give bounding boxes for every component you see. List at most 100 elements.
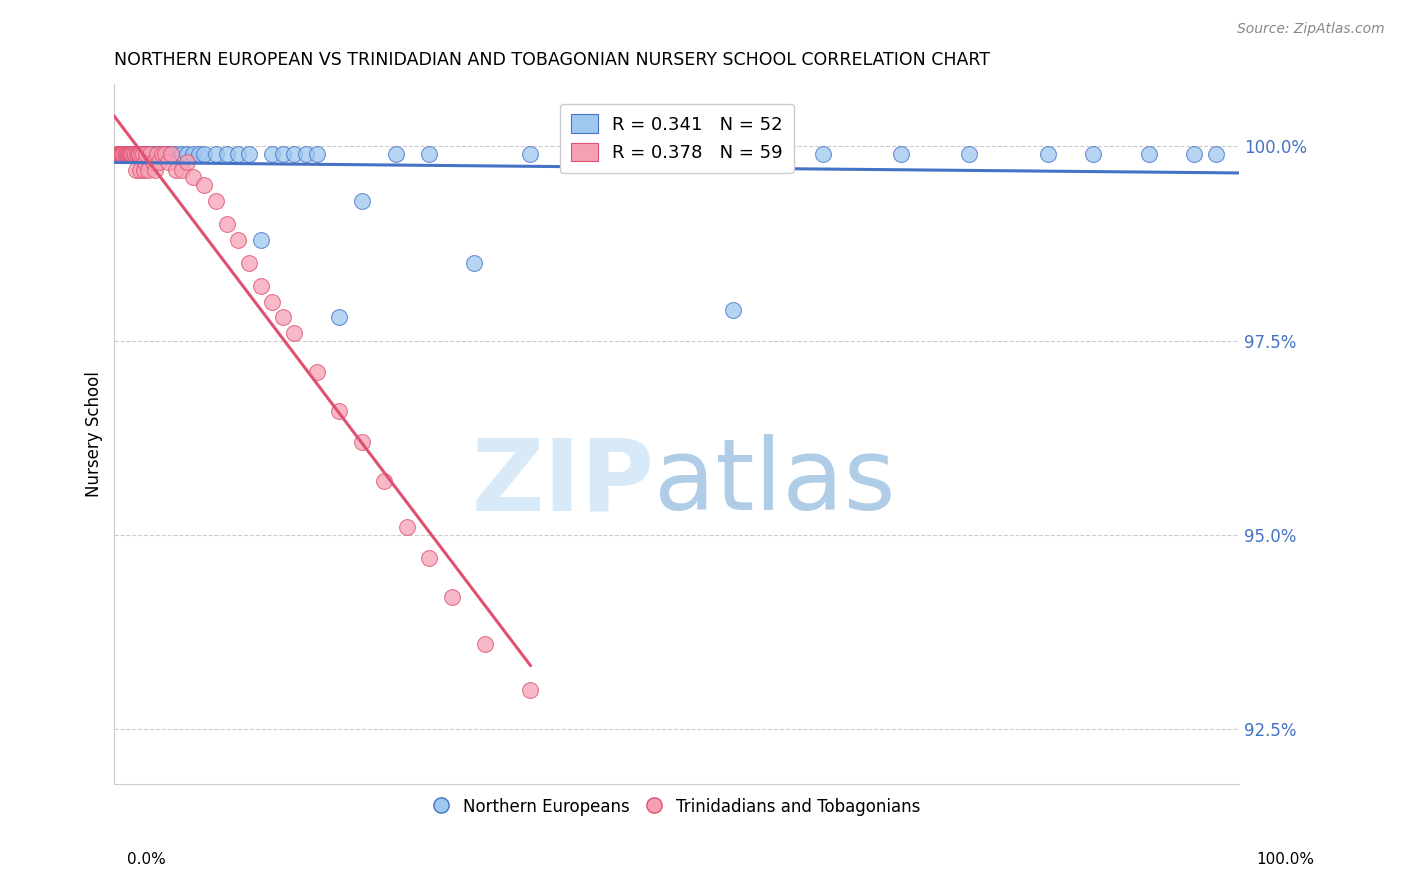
Point (107, 147, 129, 161)
Text: Source: ZipAtlas.com: Source: ZipAtlas.com (1237, 22, 1385, 37)
Point (132, 162, 155, 177)
Point (215, 217, 238, 231)
Point (146, 147, 169, 161)
Point (238, 147, 260, 161)
Point (105, 147, 128, 161)
Point (131, 147, 153, 161)
Point (153, 147, 176, 161)
Point (350, 194, 373, 208)
Point (373, 474, 395, 488)
Point (108, 147, 131, 161)
Point (128, 147, 150, 161)
Point (165, 162, 187, 177)
Point (125, 147, 148, 161)
Point (170, 162, 193, 177)
Point (114, 147, 136, 161)
Text: ZIP: ZIP (471, 434, 654, 532)
Y-axis label: Nursery School: Nursery School (86, 371, 103, 497)
Text: 100.0%: 100.0% (1257, 852, 1315, 867)
Point (124, 147, 146, 161)
Point (204, 194, 226, 208)
Point (125, 147, 148, 161)
Point (249, 279, 271, 293)
Point (463, 256, 485, 270)
Point (135, 147, 157, 161)
Point (187, 147, 209, 161)
Point (283, 326, 305, 340)
Point (519, 147, 541, 161)
Point (146, 147, 169, 161)
Text: 0.0%: 0.0% (127, 852, 166, 867)
Point (157, 147, 180, 161)
Point (384, 147, 406, 161)
Point (418, 551, 440, 566)
Point (115, 147, 138, 161)
Point (125, 162, 148, 177)
Point (721, 302, 744, 317)
Point (193, 147, 215, 161)
Point (305, 365, 328, 379)
Point (139, 147, 162, 161)
Point (141, 147, 163, 161)
Point (120, 147, 142, 161)
Point (181, 170, 204, 185)
Point (135, 147, 157, 161)
Point (440, 590, 463, 604)
Point (176, 154, 198, 169)
Point (114, 147, 136, 161)
Point (136, 162, 159, 177)
Point (193, 178, 215, 193)
Point (283, 147, 305, 161)
Point (305, 147, 328, 161)
Point (120, 147, 142, 161)
Point (108, 147, 131, 161)
Point (350, 434, 373, 449)
Point (215, 147, 238, 161)
Point (124, 147, 146, 161)
Point (294, 147, 316, 161)
Point (176, 147, 198, 161)
Point (120, 147, 142, 161)
Point (519, 683, 541, 698)
Point (395, 520, 418, 534)
Point (117, 147, 139, 161)
Point (131, 147, 153, 161)
Point (143, 162, 166, 177)
Point (1081, 147, 1104, 161)
Point (328, 310, 350, 325)
Point (328, 403, 350, 417)
Point (111, 147, 134, 161)
Point (1036, 147, 1059, 161)
Point (152, 147, 174, 161)
Point (153, 147, 176, 161)
Point (1182, 147, 1205, 161)
Point (110, 147, 132, 161)
Point (136, 147, 159, 161)
Point (117, 147, 139, 161)
Legend: Northern Europeans, Trinidadians and Tobagonians: Northern Europeans, Trinidadians and Tob… (425, 789, 929, 824)
Point (112, 147, 135, 161)
Point (418, 147, 440, 161)
Point (122, 147, 145, 161)
Point (1137, 147, 1160, 161)
Point (249, 233, 271, 247)
Point (148, 154, 170, 169)
Point (157, 154, 180, 169)
Point (114, 147, 136, 161)
Point (811, 147, 834, 161)
Point (131, 147, 153, 161)
Point (271, 147, 294, 161)
Point (226, 147, 249, 161)
Point (170, 147, 193, 161)
Point (112, 147, 135, 161)
Point (142, 154, 165, 169)
Point (1205, 147, 1227, 161)
Point (260, 147, 283, 161)
Point (129, 162, 152, 177)
Point (204, 147, 226, 161)
Point (957, 147, 980, 161)
Point (128, 147, 150, 161)
Point (181, 147, 204, 161)
Point (890, 147, 912, 161)
Point (165, 147, 187, 161)
